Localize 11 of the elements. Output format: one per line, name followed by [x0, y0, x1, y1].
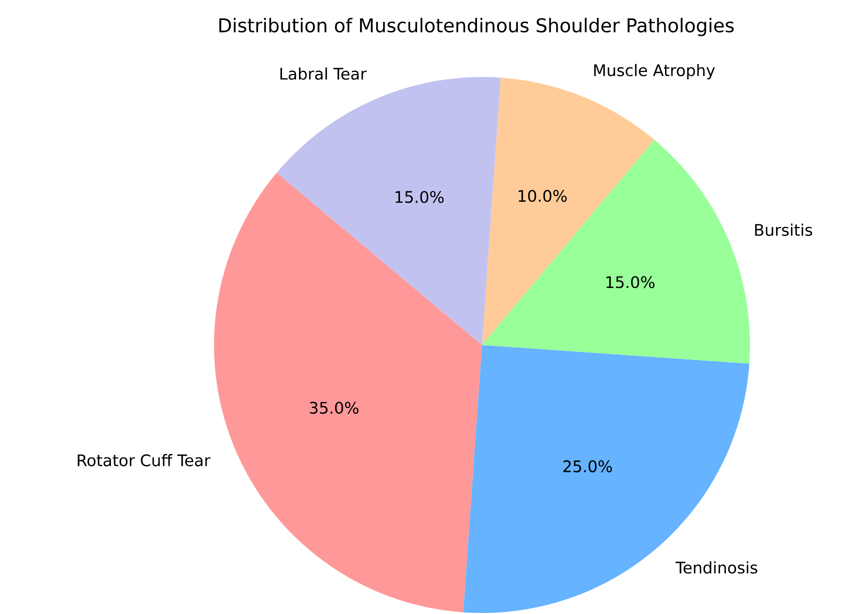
- chart-title: Distribution of Musculotendinous Shoulder Pathologies: [219, 18, 734, 36]
- slice-label: Rotator Cuff Tear: [78, 454, 210, 466]
- data-label: 15.0%: [396, 190, 444, 203]
- data-label: 25.0%: [563, 460, 612, 472]
- data-label: 35.0%: [310, 402, 358, 414]
- data-label: 10.0%: [518, 190, 567, 202]
- data-label: 15.0%: [606, 276, 654, 288]
- slice-label: Bursitis: [755, 224, 812, 236]
- slice-label: Labral Tear: [280, 67, 367, 80]
- slice-label: Tendinosis: [676, 561, 758, 574]
- slice-label: Muscle Atrophy: [594, 64, 715, 80]
